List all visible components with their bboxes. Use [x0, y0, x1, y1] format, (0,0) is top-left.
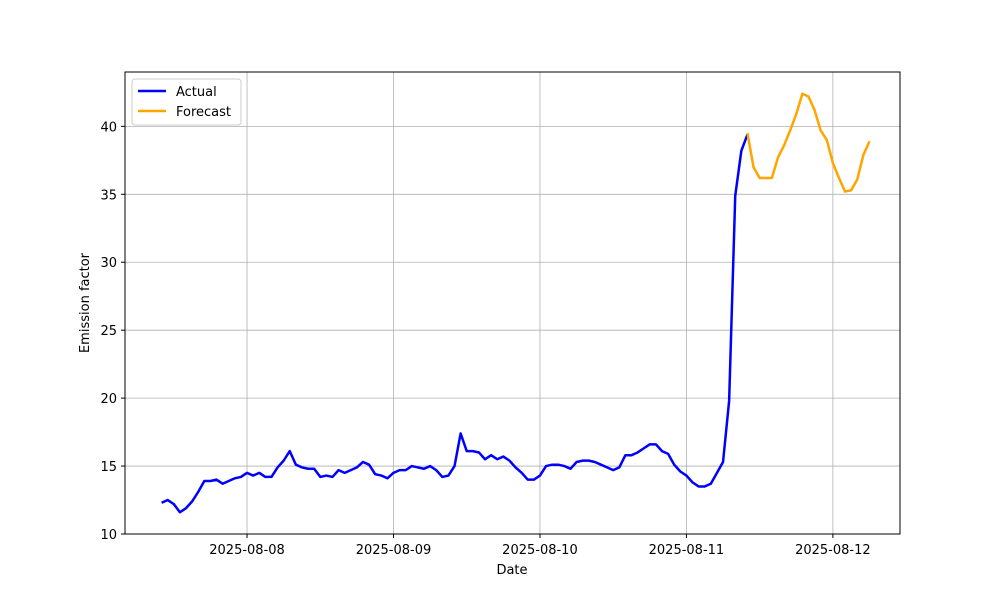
y-tick-label: 25	[100, 324, 117, 339]
x-tick-label: 2025-08-11	[649, 543, 725, 558]
x-axis: 2025-08-08 2025-08-09 2025-08-10 2025-08-11…	[209, 534, 871, 558]
y-axis-label: Emission factor	[78, 252, 93, 353]
y-tick-label: 30	[100, 256, 117, 271]
y-axis: 10 15 20 25 30 35 40	[100, 120, 125, 543]
legend: Actual Forecast	[131, 78, 242, 126]
legend-actual-label: Actual	[176, 85, 217, 100]
y-tick-label: 35	[100, 188, 117, 203]
y-tick-label: 40	[100, 120, 117, 135]
series-line-actual	[161, 134, 749, 514]
x-axis-label: Date	[496, 563, 527, 578]
y-tick-label: 10	[100, 528, 117, 543]
x-tick-label: 2025-08-09	[356, 543, 432, 558]
x-tick-label: 2025-08-12	[795, 543, 871, 558]
legend-forecast-label: Forecast	[176, 105, 231, 120]
series-line-forecast	[746, 92, 871, 193]
x-tick-label: 2025-08-08	[209, 543, 285, 558]
series-layer	[161, 92, 871, 514]
x-tick-label: 2025-08-10	[502, 543, 578, 558]
y-tick-label: 15	[100, 460, 117, 475]
plot-frame	[124, 71, 901, 535]
grid-lines	[125, 72, 900, 535]
y-tick-label: 20	[100, 392, 117, 407]
